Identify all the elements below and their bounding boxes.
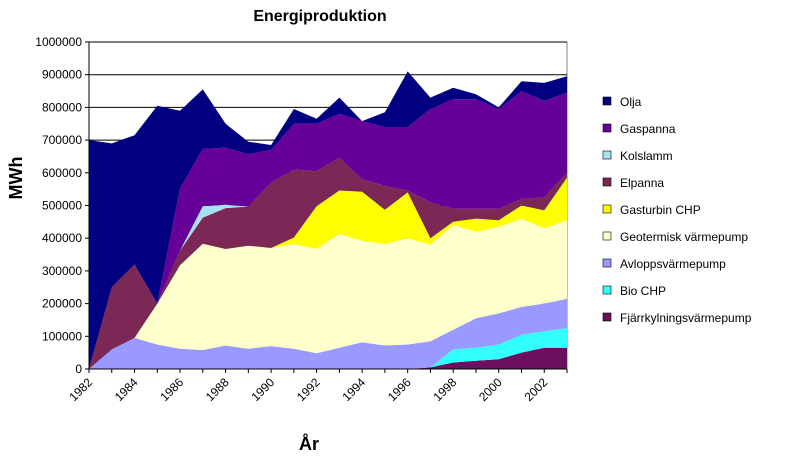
x-tick-label: 1998 — [431, 375, 460, 404]
area-series-gaspanna — [89, 91, 567, 369]
legend-label: Gaspanna — [620, 122, 676, 136]
area-series-gasturbin-chp — [89, 177, 567, 369]
area-series-elpanna — [89, 157, 567, 369]
legend-label: Bio CHP — [620, 284, 666, 298]
x-tick-label: 1984 — [112, 375, 141, 404]
area-series-fjärrkylningsvärmepump — [89, 347, 567, 369]
legend: Olja Gaspanna Kolslamm Elpanna Gasturbin CHP… — [602, 95, 752, 325]
x-tick-label: 1994 — [339, 375, 368, 404]
legend-swatch — [602, 123, 612, 133]
legend-label: Fjärrkylningsvärmepump — [620, 311, 752, 325]
y-tick-label: 800000 — [42, 100, 82, 114]
legend-swatch — [602, 285, 612, 295]
y-axis-title: MWh — [6, 157, 26, 200]
y-tick-label: 0 — [75, 362, 82, 376]
legend-swatch — [602, 177, 612, 187]
y-tick-label: 900000 — [42, 68, 82, 82]
x-axis-title: År — [299, 434, 319, 454]
legend-label: Kolslamm — [620, 149, 673, 163]
legend-label: Elpanna — [620, 176, 664, 190]
legend-swatch — [602, 150, 612, 160]
chart-title: Energiproduktion — [253, 8, 386, 25]
x-tick-label: 1982 — [66, 375, 95, 404]
legend-swatch — [602, 231, 612, 241]
y-tick-label: 500000 — [42, 199, 82, 213]
x-tick-label: 1992 — [294, 375, 323, 404]
y-tick-label: 200000 — [42, 297, 82, 311]
y-tick-label: 1000000 — [35, 35, 82, 49]
legend-label: Avloppsvärmepump — [620, 257, 726, 271]
area-series-kolslamm — [89, 157, 567, 369]
area-series-geotermisk-värmepump — [89, 218, 567, 369]
area-series — [89, 71, 567, 370]
legend-swatch — [602, 96, 612, 106]
x-tick-label: 1996 — [385, 375, 414, 404]
x-tick-label: 2000 — [476, 375, 505, 404]
y-tick-label: 400000 — [42, 231, 82, 245]
legend-swatch — [602, 258, 612, 268]
area-series-bio-chp — [89, 328, 567, 369]
y-tick-label: 300000 — [42, 264, 82, 278]
y-tick-label: 700000 — [42, 133, 82, 147]
y-tick-label: 100000 — [42, 329, 82, 343]
legend-swatch — [602, 312, 612, 322]
area-series-avloppsvärmepump — [89, 298, 567, 369]
y-tick-label: 600000 — [42, 166, 82, 180]
x-tick-label: 1990 — [248, 375, 277, 404]
legend-label: Olja — [620, 95, 642, 109]
x-tick-label: 1988 — [203, 375, 232, 404]
legend-label: Gasturbin CHP — [620, 203, 701, 217]
legend-swatch — [602, 204, 612, 214]
area-series-olja — [89, 71, 567, 370]
x-tick-label: 1986 — [157, 375, 186, 404]
legend-label: Geotermisk värmepump — [620, 230, 748, 244]
x-tick-label: 2002 — [522, 375, 551, 404]
